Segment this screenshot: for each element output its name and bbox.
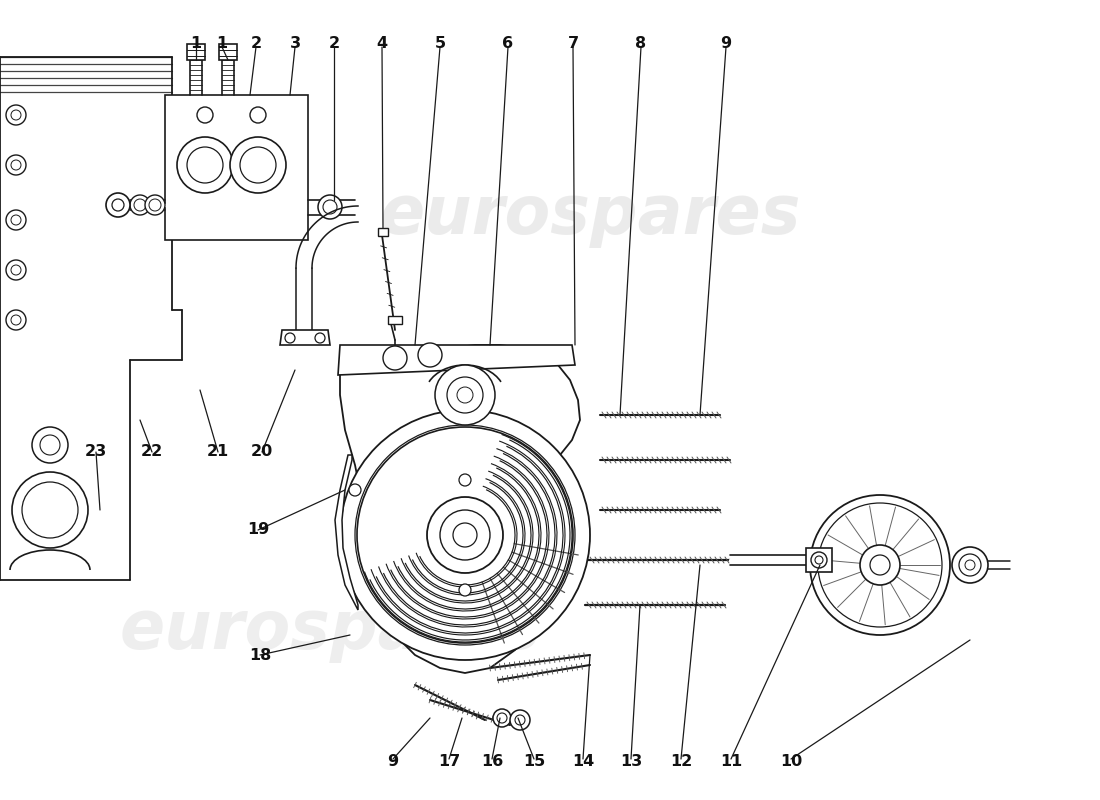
Text: 11: 11 [719,754,742,770]
Circle shape [285,333,295,343]
Text: 9: 9 [387,754,398,770]
Bar [219,44,236,60]
Circle shape [250,107,266,123]
Circle shape [952,547,988,583]
Circle shape [12,472,88,548]
Text: 15: 15 [522,754,546,770]
Bar [388,316,401,324]
Circle shape [427,497,503,573]
Circle shape [860,545,900,585]
Text: 2: 2 [329,37,340,51]
Circle shape [810,495,950,635]
Text: 20: 20 [251,445,273,459]
Text: 21: 21 [207,445,229,459]
Text: 2: 2 [251,37,262,51]
Circle shape [811,552,827,568]
Circle shape [32,427,68,463]
Text: 23: 23 [85,445,107,459]
Circle shape [493,709,512,727]
Circle shape [318,195,342,219]
Circle shape [130,195,150,215]
Polygon shape [336,455,358,610]
Text: 8: 8 [636,37,647,51]
Circle shape [315,333,324,343]
Text: 7: 7 [568,37,579,51]
Text: eurospares: eurospares [379,182,801,248]
Text: 1: 1 [217,37,228,51]
Text: eurospares: eurospares [119,597,541,663]
Bar [806,548,832,572]
Polygon shape [338,345,575,375]
Circle shape [6,105,26,125]
Text: 22: 22 [141,445,163,459]
Text: 19: 19 [246,522,270,538]
Circle shape [145,195,165,215]
Text: 17: 17 [438,754,460,770]
Circle shape [6,260,26,280]
Circle shape [459,584,471,596]
Text: 12: 12 [670,754,692,770]
Text: 14: 14 [572,754,594,770]
Circle shape [6,210,26,230]
Text: 18: 18 [249,647,271,662]
Circle shape [358,427,573,643]
Text: 10: 10 [780,754,802,770]
Text: 9: 9 [720,37,732,51]
Polygon shape [340,345,580,673]
Text: 3: 3 [289,37,300,51]
Circle shape [340,410,590,660]
Circle shape [197,107,213,123]
Text: 16: 16 [481,754,503,770]
Circle shape [349,484,361,496]
Text: 1: 1 [190,37,201,51]
Text: 6: 6 [503,37,514,51]
Polygon shape [280,330,330,345]
Circle shape [383,346,407,370]
Circle shape [459,474,471,486]
Circle shape [510,710,530,730]
Circle shape [177,137,233,193]
Circle shape [418,343,442,367]
Text: 13: 13 [620,754,642,770]
Circle shape [434,365,495,425]
Circle shape [6,155,26,175]
Circle shape [230,137,286,193]
Bar [187,44,205,60]
Circle shape [818,503,942,627]
Text: 4: 4 [376,37,387,51]
Circle shape [106,193,130,217]
Text: 5: 5 [434,37,446,51]
Polygon shape [165,95,308,240]
Circle shape [6,310,26,330]
Bar [378,228,388,236]
